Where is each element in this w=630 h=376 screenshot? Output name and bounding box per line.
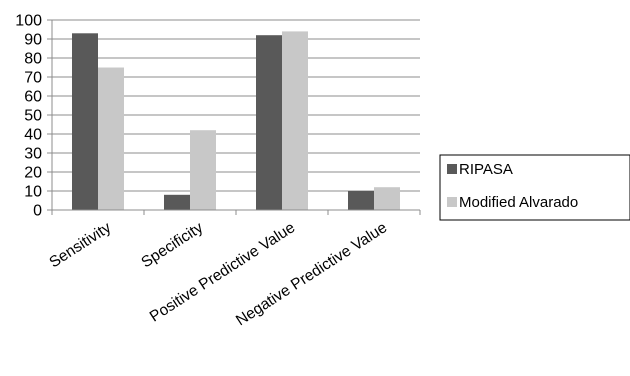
bar-modified-alvarado-positive-predictive-value <box>282 31 308 211</box>
y-tick-label: 60 <box>24 89 42 106</box>
bar-ripasa-specificity <box>164 194 190 210</box>
x-category-label: Specificity <box>138 219 206 271</box>
x-category-label: Sensitivity <box>46 219 114 271</box>
legend-swatch-ripasa <box>447 164 457 174</box>
x-category-label: Negative Predictive Value <box>233 219 390 329</box>
bar-ripasa-sensitivity <box>72 33 98 210</box>
y-tick-label: 70 <box>24 70 42 87</box>
legend-label-ripasa: RIPASA <box>459 161 513 178</box>
bar-modified-alvarado-sensitivity <box>98 67 124 210</box>
y-tick-label: 40 <box>24 127 42 144</box>
legend-swatch-modified-alvarado <box>447 197 457 207</box>
y-tick-label: 10 <box>24 184 42 201</box>
bar-modified-alvarado-negative-predictive-value <box>374 187 400 210</box>
y-tick-label: 100 <box>15 13 42 30</box>
bar-ripasa-negative-predictive-value <box>348 191 374 210</box>
bars <box>72 31 400 211</box>
y-tick-label: 90 <box>24 32 42 49</box>
axes <box>47 19 421 215</box>
x-category-label: Positive Predictive Value <box>147 219 298 326</box>
y-tick-label: 30 <box>24 146 42 163</box>
legend-label-modified-alvarado: Modified Alvarado <box>459 194 578 211</box>
y-axis-tick-labels: 0 10 20 30 40 50 60 70 80 90 100 <box>15 13 42 220</box>
y-tick-label: 80 <box>24 51 42 68</box>
y-tick-label: 20 <box>24 165 42 182</box>
bar-modified-alvarado-specificity <box>190 130 216 210</box>
y-tick-label: 50 <box>24 108 42 125</box>
bar-ripasa-positive-predictive-value <box>256 35 282 211</box>
legend-box <box>439 154 630 221</box>
legend: RIPASA Modified Alvarado <box>439 154 630 221</box>
y-tick-label: 0 <box>33 203 42 220</box>
